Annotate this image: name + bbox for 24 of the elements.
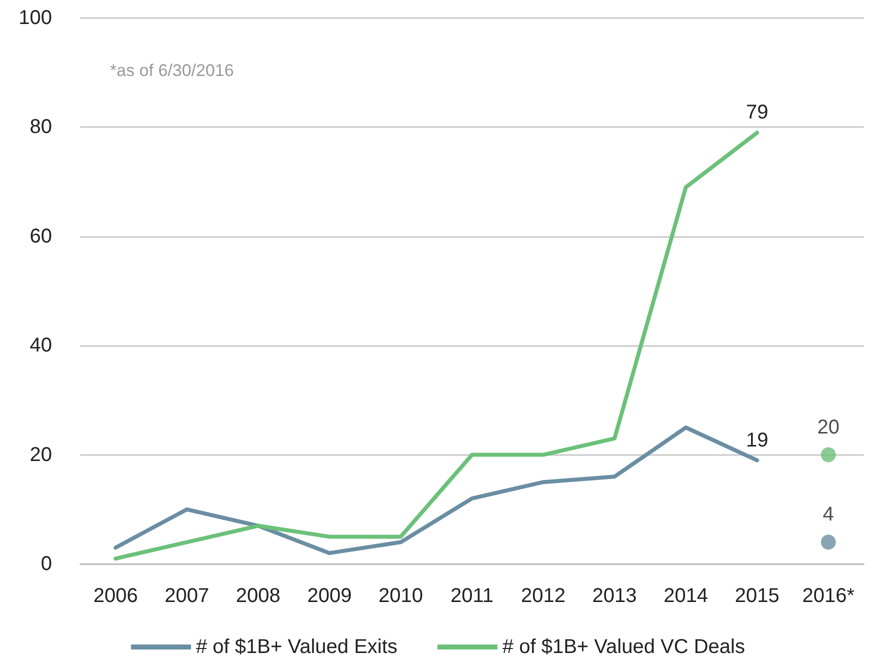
x-tick-label: 2010 — [378, 585, 423, 607]
x-tick-label: 2006 — [93, 585, 138, 607]
y-tick-label: 20 — [30, 444, 52, 466]
x-tick-label: 2012 — [521, 585, 566, 607]
y-tick-label: 80 — [30, 116, 52, 138]
x-tick-label: 2015 — [734, 585, 780, 607]
y-tick-label: 60 — [30, 225, 52, 248]
x-tick-label: 2013 — [592, 585, 637, 607]
y-tick-label: 0 — [40, 553, 52, 575]
annotation: *as of 6/30/2016 — [110, 61, 234, 80]
x-tick-label: 2014 — [664, 585, 708, 607]
x-tick-label: 2007 — [164, 585, 210, 607]
x-tick-label: 2016* — [802, 585, 855, 607]
x-tick-label: 2011 — [450, 585, 494, 607]
x-tick-label: 2009 — [307, 585, 352, 607]
data-label: 19 — [746, 429, 768, 452]
legend-label: # of $1B+ Valued VC Deals — [502, 636, 745, 658]
legend-label: # of $1B+ Valued Exits — [196, 636, 398, 658]
y-tick-label: 100 — [18, 7, 52, 29]
data-label: 20 — [817, 416, 840, 438]
x-tick-label: 2008 — [236, 585, 280, 607]
y-tick-label: 40 — [30, 334, 52, 357]
data-label: 79 — [746, 102, 768, 124]
data-label: 4 — [822, 504, 834, 526]
